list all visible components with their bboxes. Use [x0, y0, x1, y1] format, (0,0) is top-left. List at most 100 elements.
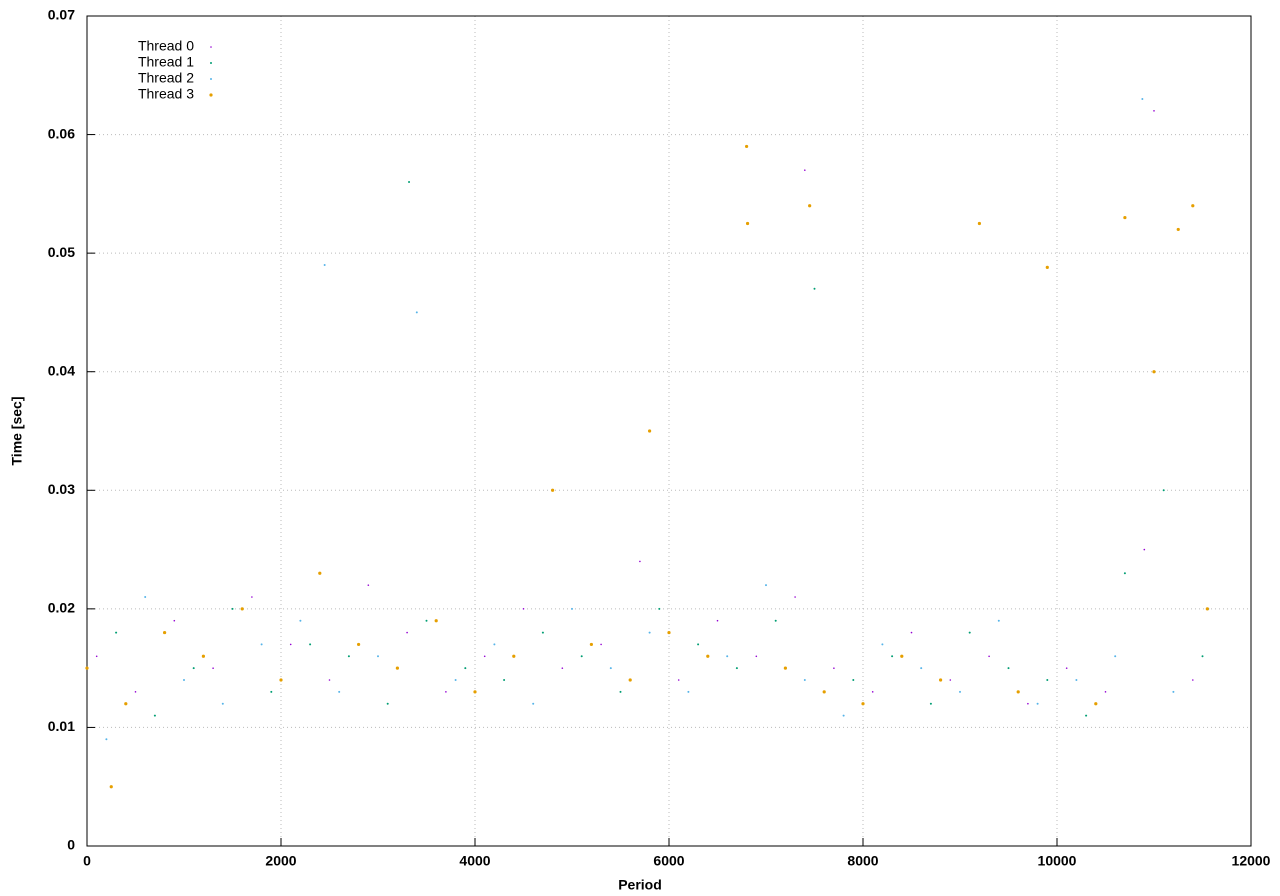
- x-axis-label: Period: [618, 877, 662, 893]
- y-tick-label: 0.05: [48, 244, 75, 260]
- data-point: [347, 655, 350, 658]
- data-point: [1152, 370, 1156, 374]
- data-point: [1085, 714, 1088, 717]
- data-point: [639, 560, 641, 563]
- data-point: [1143, 548, 1146, 551]
- data-point: [794, 596, 796, 598]
- data-point: [1104, 691, 1107, 693]
- data-point: [434, 619, 438, 623]
- data-point: [445, 691, 447, 693]
- data-point: [589, 642, 594, 647]
- data-point: [1065, 667, 1068, 669]
- data-point: [134, 691, 137, 693]
- data-point: [415, 311, 418, 314]
- y-tick-label: 0.07: [48, 7, 75, 23]
- data-point: [716, 619, 719, 622]
- y-tick-label: 0.06: [48, 125, 75, 141]
- data-point: [910, 631, 913, 634]
- data-point: [822, 690, 826, 694]
- data-point: [260, 643, 263, 646]
- data-point: [988, 655, 990, 658]
- data-point: [318, 571, 322, 575]
- data-point: [221, 702, 224, 705]
- legend-marker: [210, 78, 212, 80]
- data-point: [783, 666, 788, 670]
- data-point: [600, 643, 602, 646]
- data-point: [323, 264, 326, 266]
- data-point: [861, 702, 865, 706]
- y-tick-label: 0: [67, 837, 75, 853]
- x-tick-label: 0: [83, 853, 91, 869]
- data-point: [115, 631, 118, 634]
- data-point: [1176, 227, 1180, 232]
- data-point: [105, 738, 108, 741]
- data-point: [144, 596, 147, 598]
- data-point: [454, 679, 457, 681]
- data-point: [532, 702, 535, 705]
- data-point: [1046, 679, 1049, 681]
- data-point: [1045, 265, 1049, 269]
- data-point: [571, 607, 573, 610]
- data-point: [173, 619, 176, 622]
- data-point: [833, 667, 835, 669]
- data-point: [367, 584, 370, 586]
- data-point: [1114, 655, 1117, 658]
- data-point: [852, 679, 855, 681]
- data-point: [483, 655, 486, 658]
- data-point: [808, 204, 812, 208]
- data-point: [939, 678, 943, 682]
- data-point: [628, 678, 632, 682]
- legend-marker: [210, 62, 212, 64]
- legend-marker: [209, 93, 213, 97]
- data-point: [920, 667, 923, 670]
- legend-label: Thread 2: [138, 70, 194, 86]
- data-point: [328, 679, 331, 681]
- data-point: [192, 667, 195, 670]
- data-point: [1016, 690, 1020, 694]
- data-point: [1192, 679, 1194, 681]
- data-point: [1172, 690, 1175, 693]
- data-point: [1201, 655, 1204, 658]
- data-point: [1094, 702, 1098, 706]
- x-tick-label: 12000: [1232, 853, 1271, 869]
- data-point: [183, 679, 185, 681]
- data-point: [1036, 702, 1039, 705]
- data-point: [1205, 607, 1209, 611]
- data-point: [231, 607, 234, 610]
- legend-label: Thread 0: [138, 38, 194, 54]
- data-point: [648, 429, 652, 433]
- data-point: [163, 630, 167, 635]
- y-tick-label: 0.01: [48, 718, 75, 734]
- data-point: [109, 785, 113, 789]
- data-point: [706, 654, 710, 658]
- data-point: [299, 619, 302, 622]
- data-point: [1123, 572, 1126, 575]
- data-point: [522, 608, 525, 610]
- data-point: [270, 690, 273, 693]
- data-point: [929, 702, 932, 705]
- data-point: [619, 690, 622, 693]
- data-point: [687, 690, 690, 693]
- data-point: [279, 678, 283, 682]
- y-axis-label: Time [sec]: [9, 397, 25, 466]
- data-point: [503, 679, 506, 681]
- data-point: [395, 666, 399, 670]
- data-point: [95, 655, 98, 658]
- data-point: [609, 667, 612, 670]
- data-point: [580, 655, 583, 658]
- data-point: [464, 667, 467, 670]
- data-point: [541, 631, 544, 634]
- data-point: [755, 655, 758, 658]
- x-tick-label: 8000: [847, 853, 878, 869]
- data-point: [1123, 215, 1127, 220]
- data-point: [124, 702, 128, 706]
- data-point: [1075, 679, 1078, 681]
- x-tick-label: 2000: [265, 853, 296, 869]
- data-point: [949, 679, 952, 681]
- data-point: [813, 287, 816, 290]
- data-point: [774, 619, 777, 622]
- data-point: [1162, 489, 1165, 492]
- data-point: [1141, 98, 1144, 100]
- data-point: [201, 654, 205, 658]
